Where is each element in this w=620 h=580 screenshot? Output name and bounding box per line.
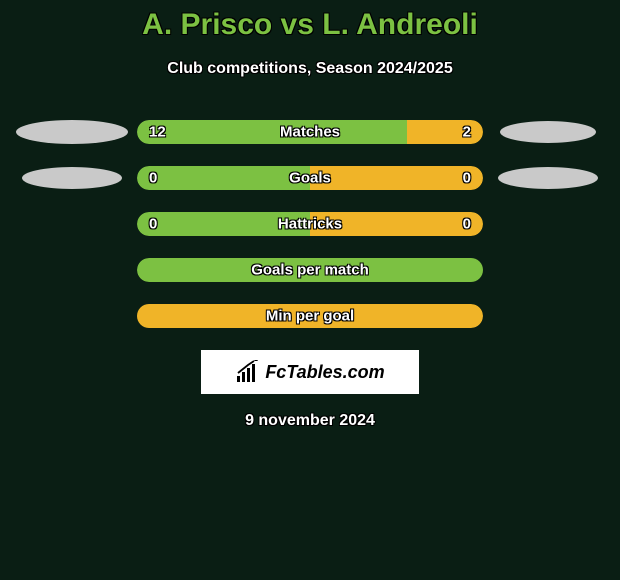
stat-value-right: 2 (463, 124, 471, 141)
stat-rows: Matches 12 2 Goals 0 0 Hattricks 0 0 Goals per ma… (0, 120, 620, 328)
bar-fill-right (407, 120, 483, 144)
stat-value-left: 0 (149, 216, 157, 233)
player-ellipse-left (16, 120, 128, 144)
stat-label: Min per goal (266, 308, 354, 325)
ellipse-right-col (483, 167, 613, 189)
stat-row: Hattricks 0 0 (0, 212, 620, 236)
stat-label: Goals per match (251, 262, 369, 279)
stat-row: Matches 12 2 (0, 120, 620, 144)
ellipse-left-col (7, 120, 137, 144)
logo-text: FcTables.com (265, 362, 384, 383)
logo: FcTables.com (235, 360, 384, 384)
comparison-infographic: A. Prisco vs L. Andreoli Club competitio… (0, 0, 620, 430)
stat-label: Matches (280, 124, 340, 141)
stat-value-left: 12 (149, 124, 166, 141)
logo-box: FcTables.com (201, 350, 419, 394)
stat-bar: Min per goal (137, 304, 483, 328)
bar-fill-left (137, 120, 407, 144)
date-label: 9 november 2024 (0, 412, 620, 430)
player-ellipse-right (498, 167, 598, 189)
stat-label: Goals (289, 170, 331, 187)
stat-row: Goals per match (0, 258, 620, 282)
ellipse-right-col (483, 121, 613, 143)
player-ellipse-right (500, 121, 596, 143)
stat-bar: Matches 12 2 (137, 120, 483, 144)
stat-value-right: 0 (463, 170, 471, 187)
subtitle: Club competitions, Season 2024/2025 (0, 60, 620, 78)
stat-bar: Goals per match (137, 258, 483, 282)
stat-bar: Goals 0 0 (137, 166, 483, 190)
stat-row: Min per goal (0, 304, 620, 328)
stat-bar: Hattricks 0 0 (137, 212, 483, 236)
stat-value-right: 0 (463, 216, 471, 233)
stat-value-left: 0 (149, 170, 157, 187)
player-ellipse-left (22, 167, 122, 189)
bar-fill-left (137, 166, 310, 190)
logo-chart-icon (235, 360, 261, 384)
stat-row: Goals 0 0 (0, 166, 620, 190)
page-title: A. Prisco vs L. Andreoli (0, 8, 620, 42)
ellipse-left-col (7, 167, 137, 189)
bar-fill-right (310, 166, 483, 190)
stat-label: Hattricks (278, 216, 342, 233)
